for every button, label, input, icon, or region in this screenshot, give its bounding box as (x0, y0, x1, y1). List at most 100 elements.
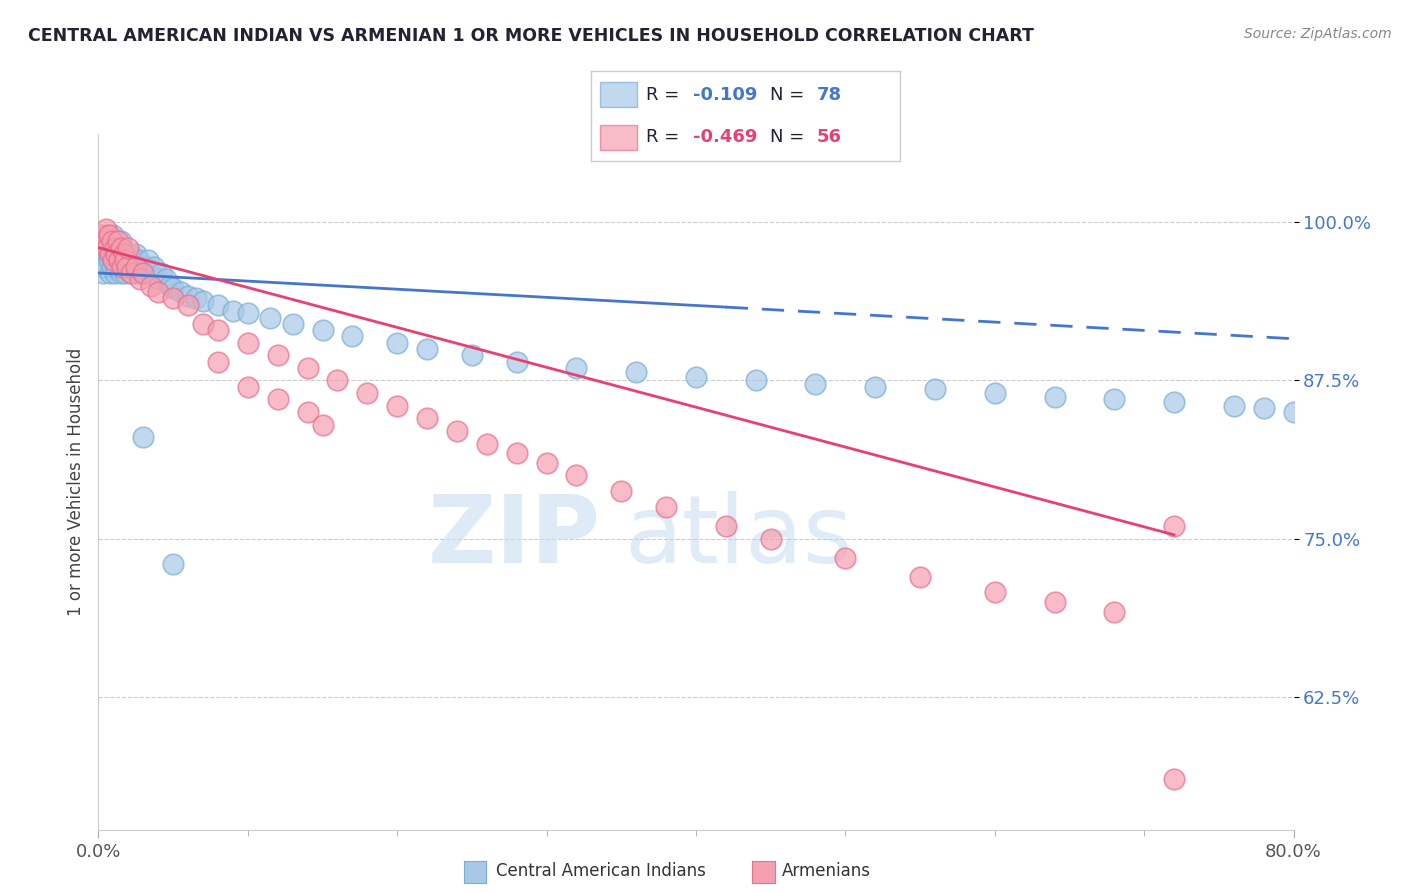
Point (983, 386, 1005, 401)
Text: R =: R = (647, 128, 685, 146)
Point (90, 247, 112, 261)
Point (416, 342, 439, 356)
Point (446, 424, 468, 438)
Point (115, 260, 138, 274)
Point (117, 241, 139, 255)
Point (385, 335, 409, 350)
Point (125, 247, 148, 261)
Point (96, 227, 118, 242)
Point (610, 483, 633, 498)
Point (132, 430, 155, 444)
Point (267, 348, 290, 362)
Point (105, 260, 128, 274)
Point (111, 260, 134, 274)
Point (129, 272, 152, 286)
Point (110, 241, 132, 255)
Point (139, 278, 162, 293)
Text: N =: N = (770, 128, 810, 146)
Point (105, 247, 128, 261)
Point (104, 247, 127, 261)
Text: Central American Indians: Central American Indians (496, 863, 706, 880)
Point (685, 369, 707, 384)
Point (236, 380, 259, 394)
Point (655, 500, 678, 514)
Point (148, 285, 170, 299)
Point (104, 266, 127, 280)
Text: 78: 78 (817, 86, 841, 103)
Point (297, 360, 319, 375)
Point (125, 260, 148, 274)
Point (115, 253, 138, 268)
Point (155, 272, 177, 286)
Point (142, 260, 165, 274)
Point (114, 253, 136, 268)
Point (983, 584, 1005, 599)
Point (107, 235, 129, 249)
Point (101, 235, 124, 249)
Point (177, 297, 200, 311)
Point (184, 291, 207, 305)
Point (169, 285, 191, 299)
Text: Source: ZipAtlas.com: Source: ZipAtlas.com (1244, 27, 1392, 41)
Point (342, 329, 364, 343)
Point (1163, 395, 1185, 409)
Point (1163, 519, 1185, 533)
Point (356, 386, 378, 401)
Point (506, 354, 529, 368)
Text: Armenians: Armenians (782, 863, 870, 880)
Text: N =: N = (770, 86, 810, 103)
Point (101, 260, 124, 274)
Point (1253, 401, 1275, 416)
Point (121, 253, 143, 268)
Point (259, 311, 281, 326)
Point (139, 266, 162, 280)
Point (97, 227, 120, 242)
Point (162, 281, 184, 295)
Point (745, 374, 768, 388)
Text: CENTRAL AMERICAN INDIAN VS ARMENIAN 1 OR MORE VEHICLES IN HOUSEHOLD CORRELATION : CENTRAL AMERICAN INDIAN VS ARMENIAN 1 OR… (28, 27, 1033, 45)
Point (565, 468, 588, 483)
Point (101, 241, 124, 255)
Point (98, 247, 122, 261)
Point (177, 289, 200, 303)
Point (865, 380, 887, 394)
Point (297, 405, 319, 419)
Point (804, 377, 827, 392)
Point (112, 260, 135, 274)
Point (1282, 405, 1305, 419)
Point (117, 260, 139, 274)
Point (236, 335, 259, 350)
Point (1104, 605, 1126, 619)
Point (924, 382, 946, 396)
Point (135, 260, 157, 274)
Point (1163, 772, 1185, 786)
Point (111, 241, 134, 255)
Point (108, 247, 131, 261)
Point (98, 247, 122, 261)
Point (132, 266, 155, 280)
Point (94, 241, 117, 255)
Point (191, 293, 214, 308)
Point (97, 235, 120, 249)
Point (1223, 399, 1246, 413)
Point (1043, 595, 1066, 609)
Text: -0.109: -0.109 (693, 86, 756, 103)
Point (162, 557, 184, 571)
Text: -0.469: -0.469 (693, 128, 756, 146)
Point (132, 266, 155, 280)
Point (461, 348, 484, 362)
Point (112, 247, 135, 261)
Point (136, 253, 159, 268)
Point (506, 445, 529, 459)
Point (96, 241, 118, 255)
Point (281, 317, 304, 331)
Point (93, 260, 115, 274)
Point (311, 417, 333, 432)
Point (267, 392, 290, 407)
Point (326, 374, 349, 388)
Point (94, 221, 117, 235)
Point (98, 266, 122, 280)
Point (1104, 392, 1126, 407)
Point (127, 266, 149, 280)
Point (759, 532, 782, 546)
